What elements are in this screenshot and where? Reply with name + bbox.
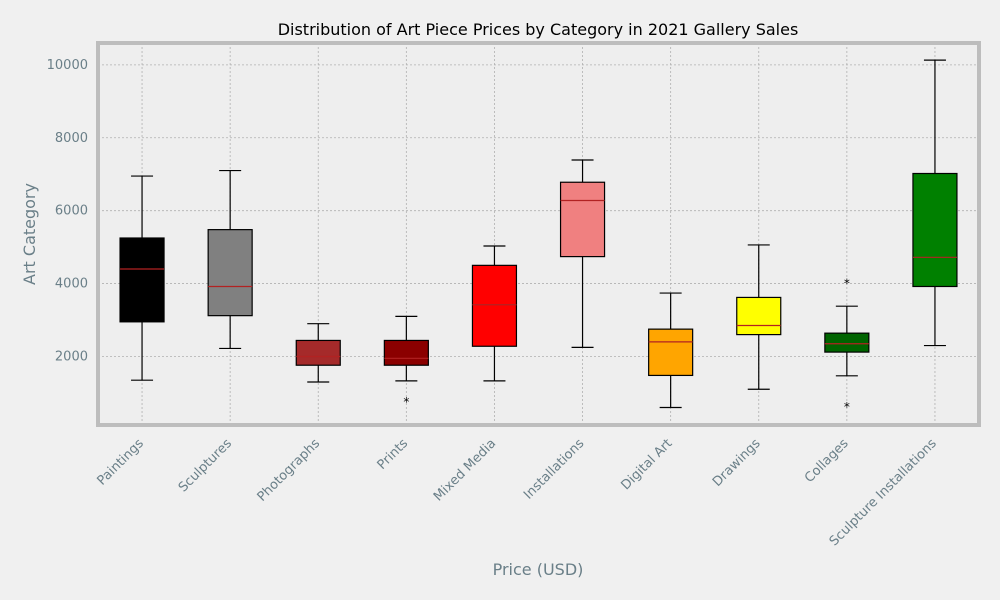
plot-frame xyxy=(96,41,981,427)
box-body xyxy=(736,296,782,336)
y-tick-label: 2000 xyxy=(55,349,88,364)
box-body xyxy=(295,339,341,366)
box-body xyxy=(912,172,958,288)
box-digital-art xyxy=(648,292,694,409)
y-tick-label: 8000 xyxy=(55,131,88,146)
box-paintings xyxy=(119,175,165,381)
chart-title: Distribution of Art Piece Prices by Cate… xyxy=(278,20,799,39)
box-body xyxy=(383,339,429,366)
box-collages: ** xyxy=(824,277,870,414)
box-installations xyxy=(559,159,606,348)
y-axis-ticks: 2000 4000 6000 8000 10000 xyxy=(47,58,88,365)
y-tick-label: 6000 xyxy=(55,204,88,219)
box-body xyxy=(471,264,518,347)
box-mixed-media xyxy=(471,245,518,382)
box-body xyxy=(119,237,165,323)
x-axis-label: Price (USD) xyxy=(493,560,584,579)
outlier-point: * xyxy=(403,395,409,409)
outlier-point: * xyxy=(844,277,850,291)
box-body xyxy=(648,328,694,377)
y-tick-label: 4000 xyxy=(55,277,88,292)
y-tick-label: 10000 xyxy=(47,58,88,73)
box-sculpture-installations xyxy=(912,59,958,347)
y-axis-label: Art Category xyxy=(20,183,39,285)
outlier-point: * xyxy=(844,400,850,414)
box-body xyxy=(559,181,606,258)
box-prints: * xyxy=(383,315,429,409)
box-plots: *** xyxy=(119,59,958,414)
box-photographs xyxy=(295,323,341,383)
box-body xyxy=(824,332,870,353)
grid xyxy=(98,43,979,425)
box-body xyxy=(207,229,253,317)
box-drawings xyxy=(736,244,782,390)
box-sculptures xyxy=(207,169,253,350)
